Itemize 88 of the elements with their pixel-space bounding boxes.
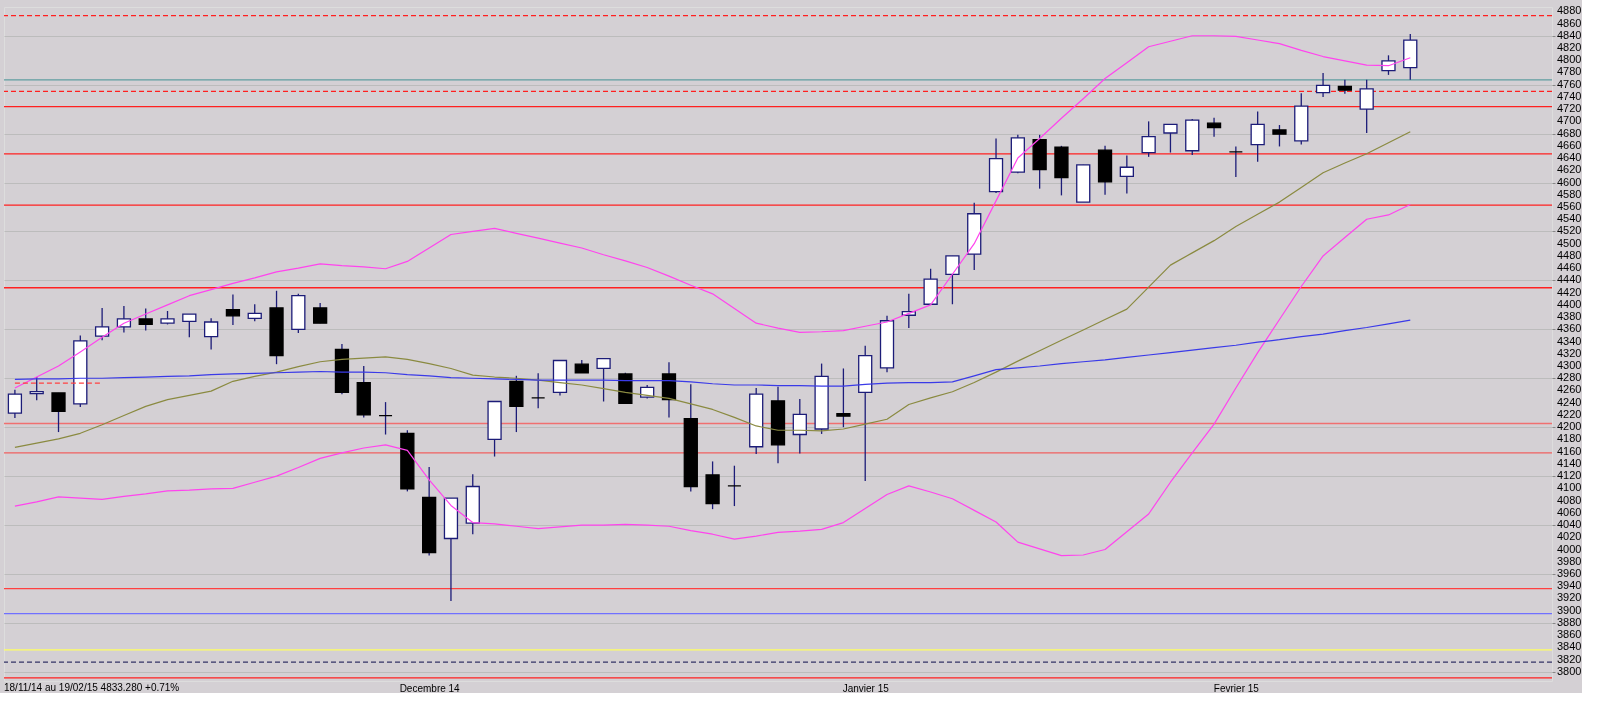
y-tick-label: 4100 <box>1557 481 1582 494</box>
candlestick <box>1315 72 1331 98</box>
candlestick <box>836 367 851 428</box>
y-tick-label: 4160 <box>1557 444 1582 457</box>
y-tick-label: 4080 <box>1557 493 1582 506</box>
y-tick-label: 3940 <box>1557 579 1582 592</box>
candlestick <box>596 358 611 403</box>
candlestick <box>1381 54 1396 76</box>
y-tick-label: 4060 <box>1557 505 1582 518</box>
y-tick-label: 4560 <box>1557 200 1582 212</box>
y-tick-label: 4660 <box>1557 138 1582 151</box>
y-tick-label: 3820 <box>1557 652 1582 665</box>
candlestick <box>945 255 960 305</box>
y-tick-label: 4740 <box>1557 89 1582 102</box>
line-series <box>14 131 1411 448</box>
candlestick <box>203 317 219 351</box>
y-tick-label: 4640 <box>1557 151 1582 164</box>
y-tick-label: 3960 <box>1557 566 1582 579</box>
candlestick <box>1228 145 1244 178</box>
candlestick <box>378 401 393 436</box>
y-tick-label: 4000 <box>1557 542 1582 555</box>
y-tick-label: 4540 <box>1557 212 1582 225</box>
y-tick-label: 4240 <box>1557 395 1582 408</box>
y-tick-label: 4800 <box>1557 53 1582 66</box>
candlestick <box>1163 123 1178 154</box>
y-tick-label: 4300 <box>1557 359 1582 372</box>
candlestick <box>182 313 197 338</box>
y-tick-label: 4440 <box>1557 273 1582 286</box>
y-tick-label: 4380 <box>1557 310 1582 323</box>
y-tick-label: 4780 <box>1557 65 1582 78</box>
text: 18/11/14 au 19/02/15 4833.280 +0.71% <box>4 682 180 693</box>
candlestick <box>727 465 742 507</box>
candlestick <box>1206 117 1222 138</box>
y-tick-label: 3800 <box>1557 664 1582 677</box>
y-tick-label: 4760 <box>1557 77 1582 90</box>
candlestick <box>138 307 153 332</box>
candlestick <box>1119 154 1134 195</box>
y-tick-label: 4320 <box>1557 346 1582 359</box>
y-tick-label: 4020 <box>1557 530 1582 543</box>
candlestick <box>312 302 328 324</box>
x-tick-label: Fevrier 15 <box>1213 682 1260 694</box>
y-tick-label: 3860 <box>1557 628 1582 641</box>
y-tick-label: 4180 <box>1557 432 1582 445</box>
candlestick <box>1250 110 1265 163</box>
candlestick <box>1337 79 1353 95</box>
y-tick-label: 4840 <box>1557 28 1582 41</box>
y-tick-label: 4400 <box>1557 297 1582 310</box>
y-tick-label: 4360 <box>1557 322 1582 335</box>
x-tick-label: Decembre 14 <box>399 682 461 694</box>
candlestick <box>51 392 66 433</box>
line-series <box>14 319 1411 387</box>
y-tick-label: 4280 <box>1557 371 1582 384</box>
y-tick-label: 4140 <box>1557 456 1582 469</box>
candlestick <box>94 307 110 341</box>
y-tick-label: 4580 <box>1557 187 1582 200</box>
candlestick <box>1141 120 1156 158</box>
y-tick-label: 3900 <box>1557 603 1582 616</box>
candlestick <box>531 372 546 409</box>
y-tick-label: 3840 <box>1557 640 1582 653</box>
y-tick-label: 3920 <box>1557 591 1582 604</box>
y-tick-label: 4420 <box>1557 285 1582 298</box>
y-tick-label: 4340 <box>1557 334 1582 347</box>
y-tick-label: 4860 <box>1557 16 1582 29</box>
y-tick-label: 4040 <box>1557 518 1582 531</box>
y-tick-label: 4880 <box>1557 4 1582 17</box>
y-tick-label: 4680 <box>1557 126 1582 139</box>
candlestick <box>792 398 807 455</box>
candlestick <box>225 293 241 326</box>
y-tick-label: 3980 <box>1557 554 1582 567</box>
y-tick-label: 4620 <box>1557 163 1582 176</box>
y-tick-label: 4200 <box>1557 420 1582 433</box>
candlestick <box>7 389 23 419</box>
y-tick-label: 4820 <box>1557 40 1582 53</box>
y-tick-label: 4600 <box>1557 175 1582 188</box>
y-tick-label: 4700 <box>1557 114 1582 127</box>
y-tick-label: 4480 <box>1557 248 1582 261</box>
candlestick <box>1359 79 1374 134</box>
y-tick-label: 4260 <box>1557 383 1582 396</box>
x-tick-label: Janvier 15 <box>842 682 890 694</box>
y-tick-label: 4520 <box>1557 224 1582 237</box>
line-series <box>14 203 1411 557</box>
y-tick-label: 4220 <box>1557 407 1582 420</box>
y-tick-label: 4460 <box>1557 261 1582 274</box>
y-tick-label: 4120 <box>1557 469 1582 482</box>
candlestick <box>1272 124 1287 148</box>
y-tick-label: 4500 <box>1557 236 1582 249</box>
y-tick-label: 3880 <box>1557 615 1582 628</box>
y-tick-label: 4720 <box>1557 102 1582 115</box>
